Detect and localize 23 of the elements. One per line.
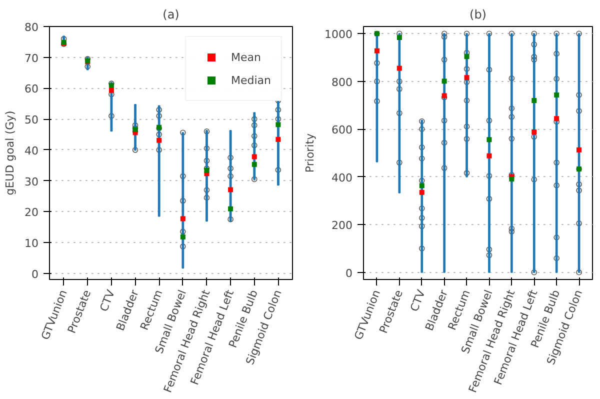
chart-title: (b) <box>470 8 486 22</box>
chart-title: (a) <box>162 8 180 22</box>
x-tick-label: CTV <box>97 288 118 314</box>
y-tick-label: 70 <box>24 52 39 65</box>
legend-label: Mean <box>230 50 261 64</box>
y-tick-label: 400 <box>332 171 353 184</box>
y-tick-label: 0 <box>32 268 38 281</box>
y-tick-label: 60 <box>24 82 39 96</box>
y-tick-label: 10 <box>24 236 39 250</box>
y-axis-title: gEUD goal (Gy) <box>4 110 17 196</box>
y-tick-label: 30 <box>24 175 39 188</box>
y-tick-label: 0 <box>346 266 352 280</box>
legend-label: Median <box>230 74 271 86</box>
y-tick-label: 50 <box>24 114 39 127</box>
y-tick-label: 800 <box>332 76 353 89</box>
y-tick-label: 1000 <box>324 28 353 42</box>
y-axis-title: Priority <box>304 132 317 173</box>
y-tick-label: 40 <box>24 144 39 158</box>
y-tick-label: 600 <box>332 124 353 137</box>
y-tick-label: 200 <box>332 219 353 232</box>
y-tick-label: 20 <box>24 206 39 220</box>
y-tick-label: 80 <box>24 21 39 34</box>
x-tick-label: CTV <box>408 288 428 314</box>
